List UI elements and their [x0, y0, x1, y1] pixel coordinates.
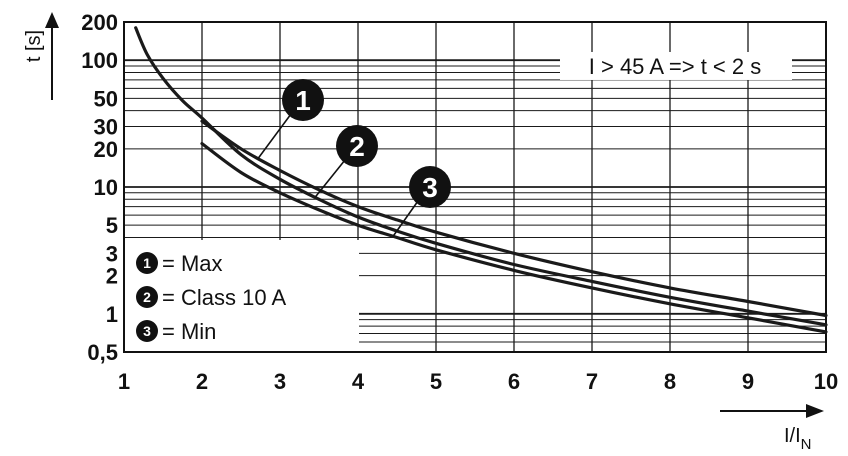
marker-leader-3	[392, 200, 419, 237]
x-axis-label-subscript: N	[801, 436, 812, 453]
y-axis-arrow-head	[45, 12, 59, 28]
y-tick-label: 10	[94, 175, 118, 200]
legend-marker-1	[136, 252, 158, 274]
marker-leaders	[257, 113, 419, 237]
legend-label: = Min	[162, 319, 216, 344]
x-tick-label: 2	[196, 369, 208, 394]
legend-marker-label: 1	[143, 255, 151, 271]
legend-marker-2	[136, 286, 158, 308]
y-tick-label: 2	[106, 264, 118, 289]
legend-label: = Class 10 A	[162, 285, 286, 310]
x-tick-labels: 1 2 3 4 5 6 7 8 9 10	[118, 369, 838, 394]
x-tick-label: 5	[430, 369, 442, 394]
marker-label-2: 2	[349, 131, 365, 162]
x-tick-label: 3	[274, 369, 286, 394]
curves	[134, 26, 828, 334]
x-tick-label: 1	[118, 369, 130, 394]
y-tick-label: 1	[106, 302, 118, 327]
y-tick-label: 200	[81, 10, 118, 35]
x-tick-label: 10	[814, 369, 838, 394]
x-axis-arrow-head	[806, 404, 824, 418]
y-tick-label: 5	[106, 213, 118, 238]
plot-frame	[123, 21, 827, 353]
annotation-text: I > 45 A => t < 2 s	[589, 54, 761, 79]
y-tick-label: 50	[94, 86, 118, 111]
y-axis-label-group: t [s]	[23, 12, 59, 100]
y-tick-label: 30	[94, 114, 118, 139]
marker-label-3: 3	[422, 172, 438, 203]
marker-circle-3	[409, 166, 451, 208]
y-tick-label: 3	[106, 241, 118, 266]
legend-marker-label: 2	[143, 289, 151, 305]
curve-markers: 1 2 3	[282, 79, 451, 208]
curve-2	[134, 26, 828, 327]
x-tick-label: 7	[586, 369, 598, 394]
legend-label: = Max	[162, 251, 223, 276]
y-tick-label: 100	[81, 48, 118, 73]
x-tick-label: 6	[508, 369, 520, 394]
x-tick-label: 4	[352, 369, 365, 394]
marker-circle-2	[336, 125, 378, 167]
marker-leader-2	[314, 159, 346, 198]
marker-label-1: 1	[295, 85, 311, 116]
curve-3	[200, 142, 828, 334]
curve-1	[200, 119, 828, 318]
x-tick-label: 9	[742, 369, 754, 394]
legend-background	[125, 240, 359, 351]
x-axis-label-group: I/IN	[720, 404, 824, 453]
x-axis-label-main: I/I	[784, 425, 801, 447]
annotation-background	[560, 51, 792, 80]
y-tick-label: 20	[94, 137, 118, 162]
y-axis-label: t [s]	[23, 30, 45, 62]
y-tick-label: 0,5	[87, 340, 118, 365]
x-tick-label: 8	[664, 369, 676, 394]
legend-marker-label: 3	[143, 323, 151, 339]
legend-marker-3	[136, 320, 158, 342]
x-axis-label: I/IN	[784, 425, 812, 453]
marker-leader-1	[257, 113, 292, 159]
marker-circle-1	[282, 79, 324, 121]
legend: 1 = Max 2 = Class 10 A 3 = Min	[125, 240, 359, 351]
